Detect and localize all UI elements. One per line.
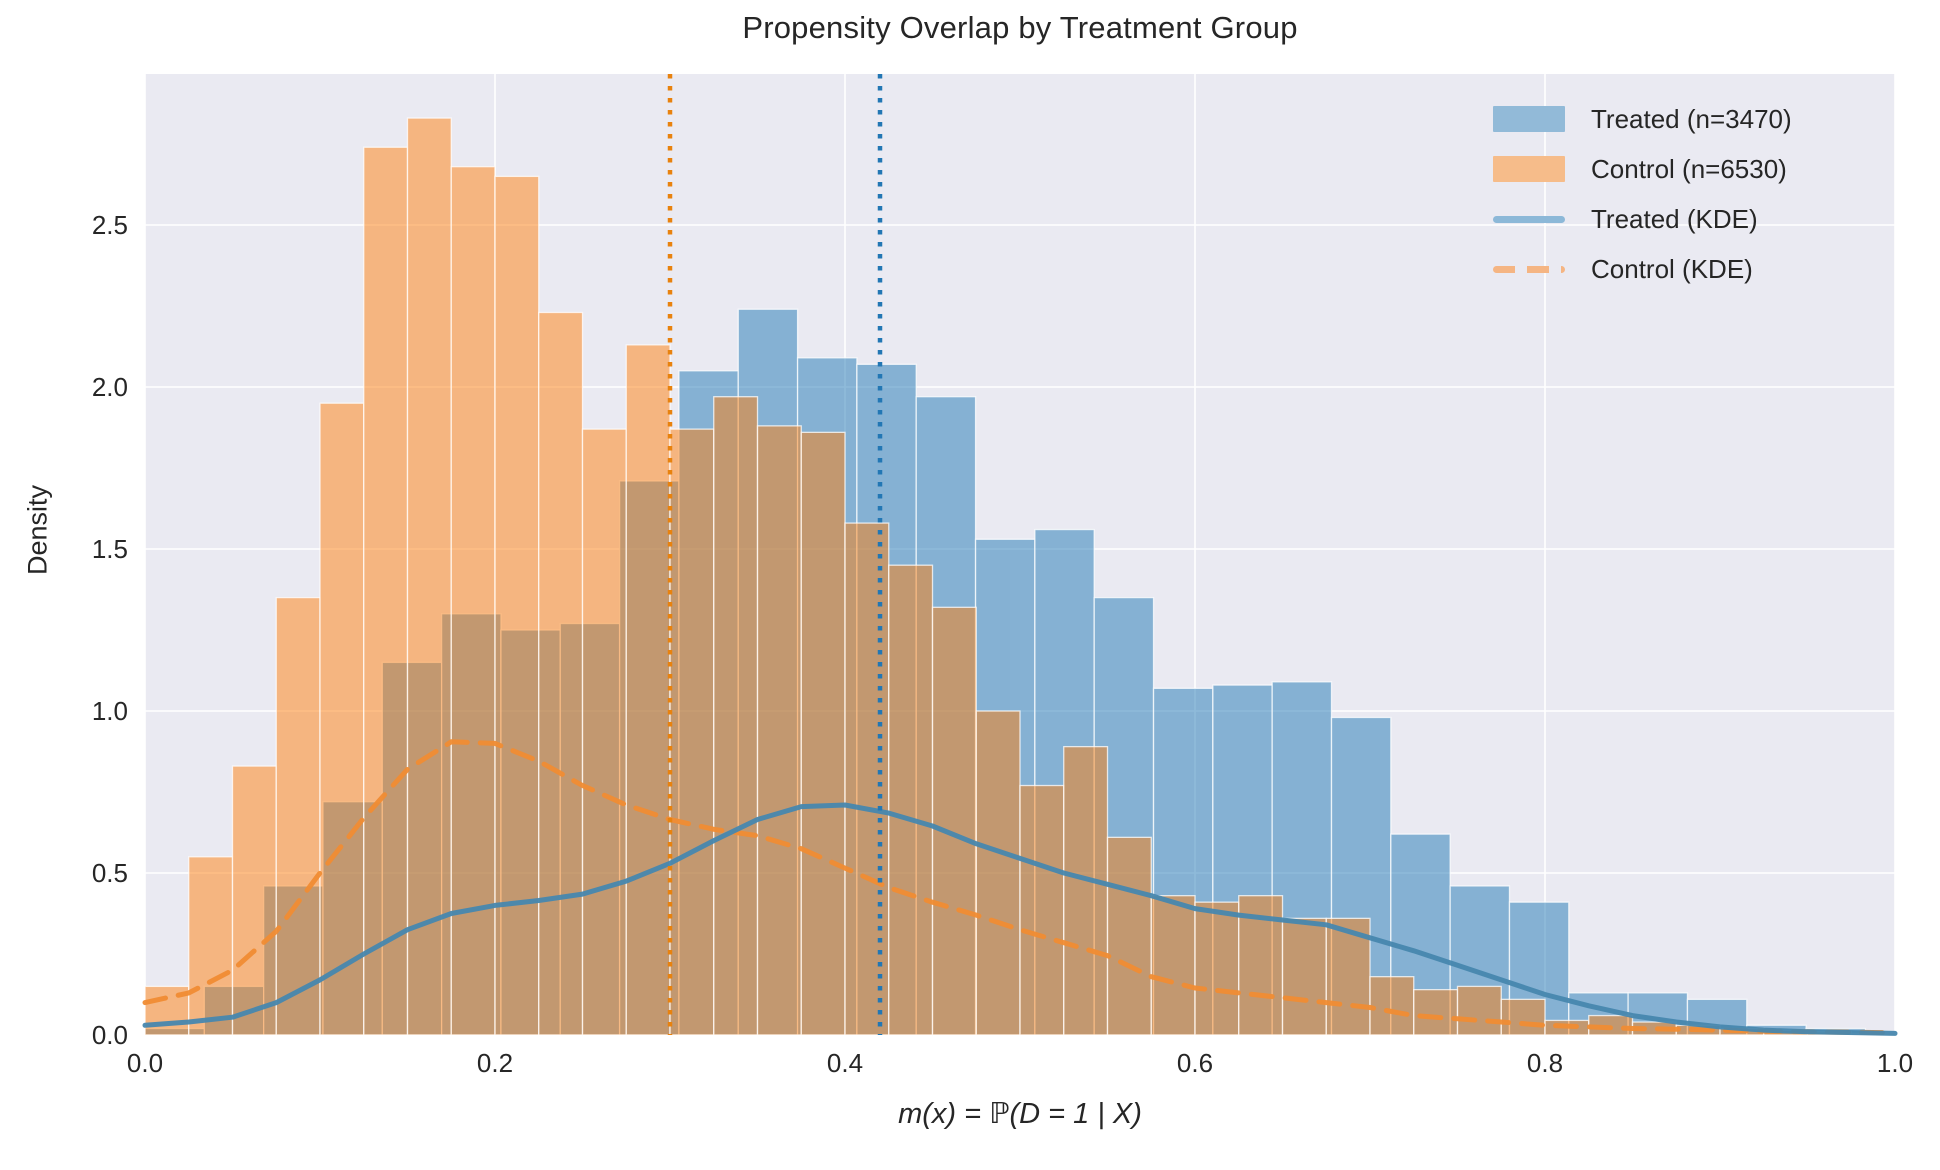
histogram-bar (1500, 998, 1546, 1036)
histogram-bar (363, 146, 409, 1036)
legend-label: Control (n=6530) (1591, 153, 1787, 184)
histogram-bar (1063, 745, 1109, 1036)
legend-swatch (1493, 265, 1565, 273)
histogram-bar (1194, 901, 1240, 1036)
histogram-bar (1281, 917, 1327, 1036)
legend-item: Treated (KDE) (1493, 194, 1792, 244)
y-tick-label: 0.0 (92, 1020, 128, 1050)
histogram-bar (450, 166, 496, 1036)
x-tick-label: 0.4 (827, 1048, 863, 1078)
histogram-bar (844, 522, 890, 1036)
histogram-bar (713, 396, 759, 1036)
legend-item: Control (KDE) (1493, 244, 1792, 294)
x-tick-label: 0.0 (127, 1048, 163, 1078)
legend-swatch (1493, 215, 1565, 223)
x-tick-label: 0.6 (1177, 1048, 1213, 1078)
histogram-bar (1413, 988, 1459, 1036)
histogram-bar (319, 402, 365, 1036)
histogram-bar (625, 344, 671, 1036)
legend-swatch (1493, 106, 1565, 132)
y-tick-label: 2.5 (92, 210, 128, 240)
legend-item: Treated (n=3470) (1493, 94, 1792, 144)
histogram-bar (756, 425, 802, 1036)
x-tick-label: 0.2 (477, 1048, 513, 1078)
legend: Treated (n=3470) Control (n=6530) Treated … (1493, 94, 1792, 294)
y-tick-label: 2.0 (92, 372, 128, 402)
histogram-bar (231, 765, 277, 1036)
y-axis-label: Density (22, 484, 53, 576)
histogram-bar (1456, 985, 1502, 1036)
y-tick-label: 1.5 (92, 534, 128, 564)
control-kde-curve (142, 739, 1898, 1036)
histogram-bar (669, 428, 715, 1036)
legend-item: Control (n=6530) (1493, 144, 1792, 194)
histogram-bar (581, 428, 627, 1036)
y-tick-label: 1.0 (92, 696, 128, 726)
x-axis-label: m(x) = ℙ(D = 1 | X) (898, 1098, 1142, 1130)
histogram-bar (975, 710, 1021, 1036)
legend-label: Control (KDE) (1591, 253, 1753, 284)
x-tick-label: 0.8 (1527, 1048, 1563, 1078)
chart-title: Propensity Overlap by Treatment Group (742, 10, 1298, 45)
treated-kde-curve (142, 802, 1898, 1036)
legend-label: Treated (n=3470) (1591, 103, 1792, 134)
histogram-bar (1106, 836, 1152, 1036)
legend-label: Treated (KDE) (1591, 203, 1758, 234)
histogram-bar (800, 431, 846, 1036)
x-tick-label: 1.0 (1877, 1048, 1913, 1078)
histogram-bar (538, 311, 584, 1036)
histogram-bar (275, 596, 321, 1036)
histogram-bar (1019, 784, 1065, 1036)
histogram-bar (931, 606, 977, 1036)
histogram-bar (1369, 976, 1415, 1036)
histogram-bar (406, 117, 452, 1036)
y-tick-label: 0.5 (92, 858, 128, 888)
histogram-bar (1150, 895, 1196, 1036)
histogram-bar (888, 564, 934, 1036)
legend-swatch (1493, 156, 1565, 182)
histogram-bar (188, 856, 234, 1036)
